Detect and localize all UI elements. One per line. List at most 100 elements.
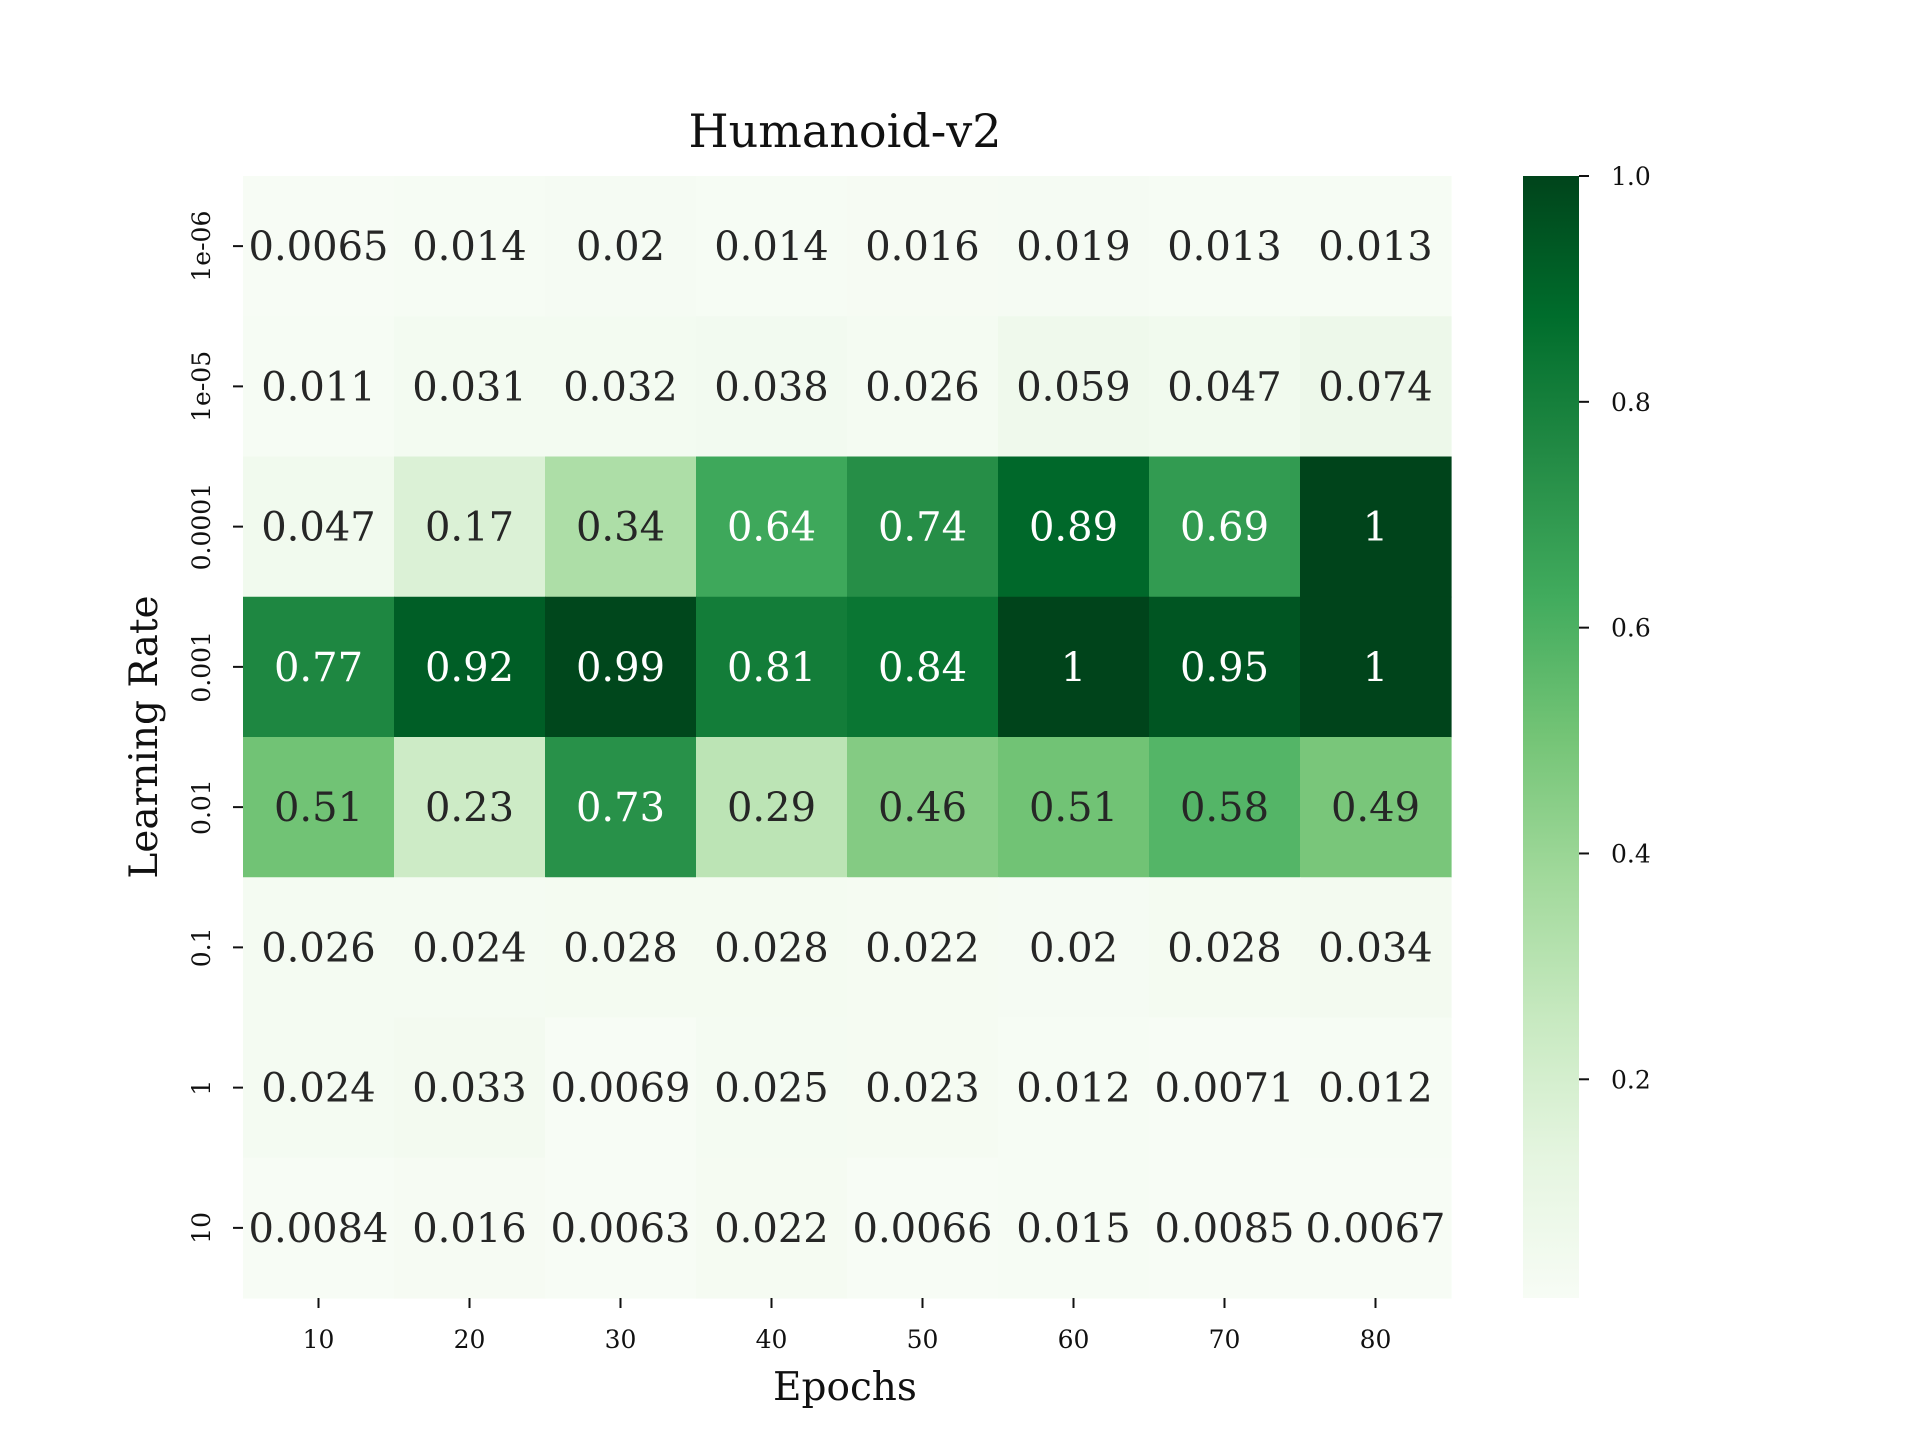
heatmap-cell [1300,176,1452,317]
heatmap-cell [1300,877,1452,1019]
colorbar-tick-label: 0.4 [1611,839,1651,868]
cell-value-label: 0.074 [1318,364,1433,410]
cell-value-label: 0.024 [412,925,527,971]
cell-value-label: 0.026 [865,364,980,410]
y-axis-title: Learning Rate [122,595,167,878]
cell-value-label: 0.51 [1029,785,1118,831]
heatmap-cell [545,737,697,878]
heatmap-cell [847,1157,999,1299]
heatmap-cell [1149,316,1301,458]
heatmap-cell [243,456,395,598]
heatmap-cell [1300,456,1452,598]
x-tick-label: 20 [454,1325,486,1354]
heatmap-cell [998,316,1150,458]
x-tick-label: 70 [1209,1325,1241,1354]
heatmap-cell [1149,877,1301,1019]
heatmap-cell [394,1157,546,1299]
heatmap-cell [847,737,999,878]
heatmap-cell [696,176,848,317]
heatmap-cell [243,737,395,878]
cell-value-label: 0.016 [412,1206,527,1252]
heatmap-cell [1149,596,1301,738]
heatmap-cell [1149,737,1301,878]
cell-value-label: 0.02 [576,224,665,270]
heatmap-cell [1300,316,1452,458]
cell-value-label: 0.012 [1318,1066,1433,1112]
cell-value-label: 0.022 [865,925,980,971]
colorbar-tick-label: 0.8 [1611,388,1651,417]
cell-value-label: 0.0071 [1155,1066,1295,1112]
cell-value-label: 0.038 [714,364,829,410]
heatmap-cell [847,1017,999,1159]
cell-value-label: 0.0084 [249,1206,389,1252]
x-tick-label: 60 [1058,1325,1090,1354]
heatmap-cell [847,596,999,738]
cell-value-label: 0.012 [1016,1066,1131,1112]
cell-value-label: 0.032 [563,364,678,410]
cell-value-label: 0.0067 [1306,1206,1446,1252]
colorbar-ticks: 0.2 0.4 0.6 0.8 1.0 [1579,162,1651,1094]
cell-value-label: 0.014 [714,224,829,270]
y-tick-label: 0.001 [187,631,216,703]
y-axis: 1e-06 1e-05 0.0001 0.001 0.01 0.1 1 10 [187,211,243,1244]
heatmap-cell [998,1157,1150,1299]
cell-value-label: 0.019 [1016,224,1131,270]
colorbar [1523,176,1579,1298]
cell-value-label: 0.014 [412,224,527,270]
y-tick-label: 0.0001 [187,483,216,570]
cell-value-label: 0.92 [425,645,514,691]
heatmap-cell [243,877,395,1019]
cell-value-label: 0.047 [261,505,376,551]
x-tick-label: 80 [1360,1325,1392,1354]
heatmap-cell [998,176,1150,317]
cell-value-label: 0.34 [576,505,665,551]
heatmap-cell [696,737,848,878]
heatmap-cell [1300,1017,1452,1159]
cell-value-label: 0.23 [425,785,514,831]
y-tick-label: 1e-05 [187,351,216,422]
heatmap-cell [243,176,395,317]
colorbar-tick-label: 0.6 [1611,614,1651,643]
heatmap-cell [1149,1017,1301,1159]
heatmap-cell [1149,456,1301,598]
heatmap-cell [1300,1157,1452,1299]
heatmap-cell [394,737,546,878]
cell-value-label: 0.77 [274,645,363,691]
cell-value-label: 0.0063 [551,1206,691,1252]
cell-value-label: 0.0065 [249,224,389,270]
cell-value-label: 0.95 [1180,645,1269,691]
heatmap-cell [394,1017,546,1159]
heatmap-cell [243,1157,395,1299]
cell-value-label: 0.034 [1318,925,1433,971]
cell-value-label: 1 [1363,645,1388,691]
cell-value-label: 0.84 [878,645,967,691]
heatmap-cell [394,456,546,598]
heatmap-cell [696,1017,848,1159]
cell-value-label: 0.29 [727,785,816,831]
heatmap-cell [998,596,1150,738]
heatmap-cell [696,877,848,1019]
heatmap-cell-labels: 0.0065 0.014 0.02 0.014 0.016 0.019 0.013 0.013… [249,224,1446,1252]
y-tick-label: 1 [187,1080,216,1096]
cell-value-label: 1 [1061,645,1086,691]
heatmap-cell [696,596,848,738]
heatmap-cell [243,1017,395,1159]
cell-value-label: 0.0085 [1155,1206,1295,1252]
cell-value-label: 0.016 [865,224,980,270]
heatmap-cell [394,176,546,317]
heatmap-cell [998,1017,1150,1159]
cell-value-label: 0.059 [1016,364,1131,410]
cell-value-label: 0.028 [563,925,678,971]
y-tick-label: 0.1 [187,927,216,967]
colorbar-tick-label: 0.2 [1611,1065,1651,1094]
heatmap-cell [696,1157,848,1299]
heatmap-cell [545,877,697,1019]
chart-title: Humanoid-v2 [688,104,1001,158]
x-tick-label: 50 [907,1325,939,1354]
cell-value-label: 0.031 [412,364,527,410]
cell-value-label: 0.99 [576,645,665,691]
cell-value-label: 0.73 [576,785,665,831]
cell-value-label: 0.028 [1167,925,1282,971]
heatmap-cell [545,176,697,317]
